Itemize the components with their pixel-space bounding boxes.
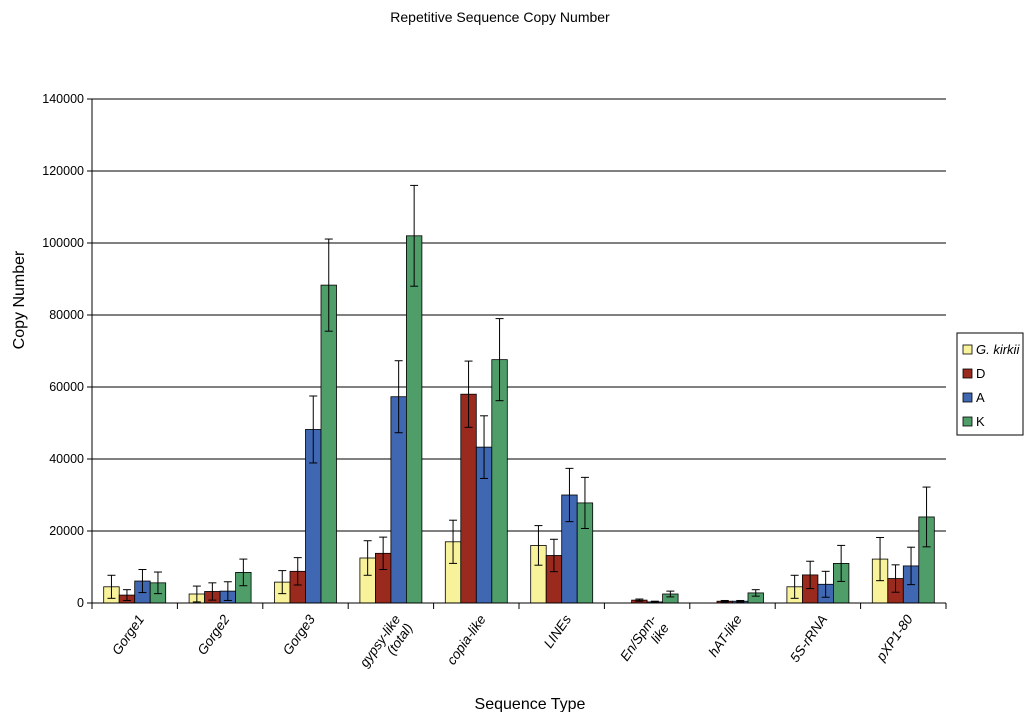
y-tick-label: 140000	[42, 92, 84, 106]
y-axis-label: Copy Number	[11, 250, 28, 349]
legend-swatch	[962, 368, 973, 379]
x-tick-label: copia-like	[444, 612, 489, 667]
y-tick-label: 60000	[49, 380, 84, 394]
legend-label: D	[976, 366, 985, 381]
bar	[320, 284, 337, 604]
x-tick-label: hAT-like	[706, 612, 745, 659]
legend-label: A	[976, 390, 985, 405]
gridlines	[92, 98, 946, 532]
y-tick-labels: 0 20000 40000 60000 80000 100000 120000 140000	[42, 92, 84, 610]
legend-swatch	[962, 416, 973, 427]
legend-swatch	[962, 344, 973, 355]
y-tick-label: 120000	[42, 164, 84, 178]
legend-label: K	[976, 414, 985, 429]
x-tick-label: En/Spm-like	[617, 612, 672, 673]
chart-title: Repetitive Sequence Copy Number	[390, 9, 610, 25]
legend-swatch	[962, 392, 973, 403]
bar	[405, 235, 423, 604]
x-tick-label: Gorge3	[280, 612, 318, 658]
y-tick-label: 0	[77, 596, 84, 610]
y-tick-label: 40000	[49, 452, 84, 466]
x-tick-labels: Gorge1 Gorge2 Gorge3 gypsy-like(total) copia…	[109, 612, 916, 678]
y-tick-label: 20000	[49, 524, 84, 538]
x-tick-label: 5S-rRNA	[787, 612, 830, 665]
x-tick-label: LINEs	[541, 612, 575, 651]
legend-label: G. kirkii	[976, 342, 1020, 357]
x-tick-label: pXP1-80	[873, 612, 916, 665]
axes	[87, 98, 947, 609]
y-tick-label: 80000	[49, 308, 84, 322]
x-axis-label: Sequence Type	[475, 696, 586, 712]
y-tick-label: 100000	[42, 236, 84, 250]
x-tick-label: Gorge2	[194, 612, 232, 658]
legend: G. kirkii DAK	[956, 332, 1024, 436]
x-tick-label: Gorge1	[109, 612, 147, 657]
bars	[103, 184, 935, 604]
x-tick-label: gypsy-like(total)	[357, 612, 416, 678]
